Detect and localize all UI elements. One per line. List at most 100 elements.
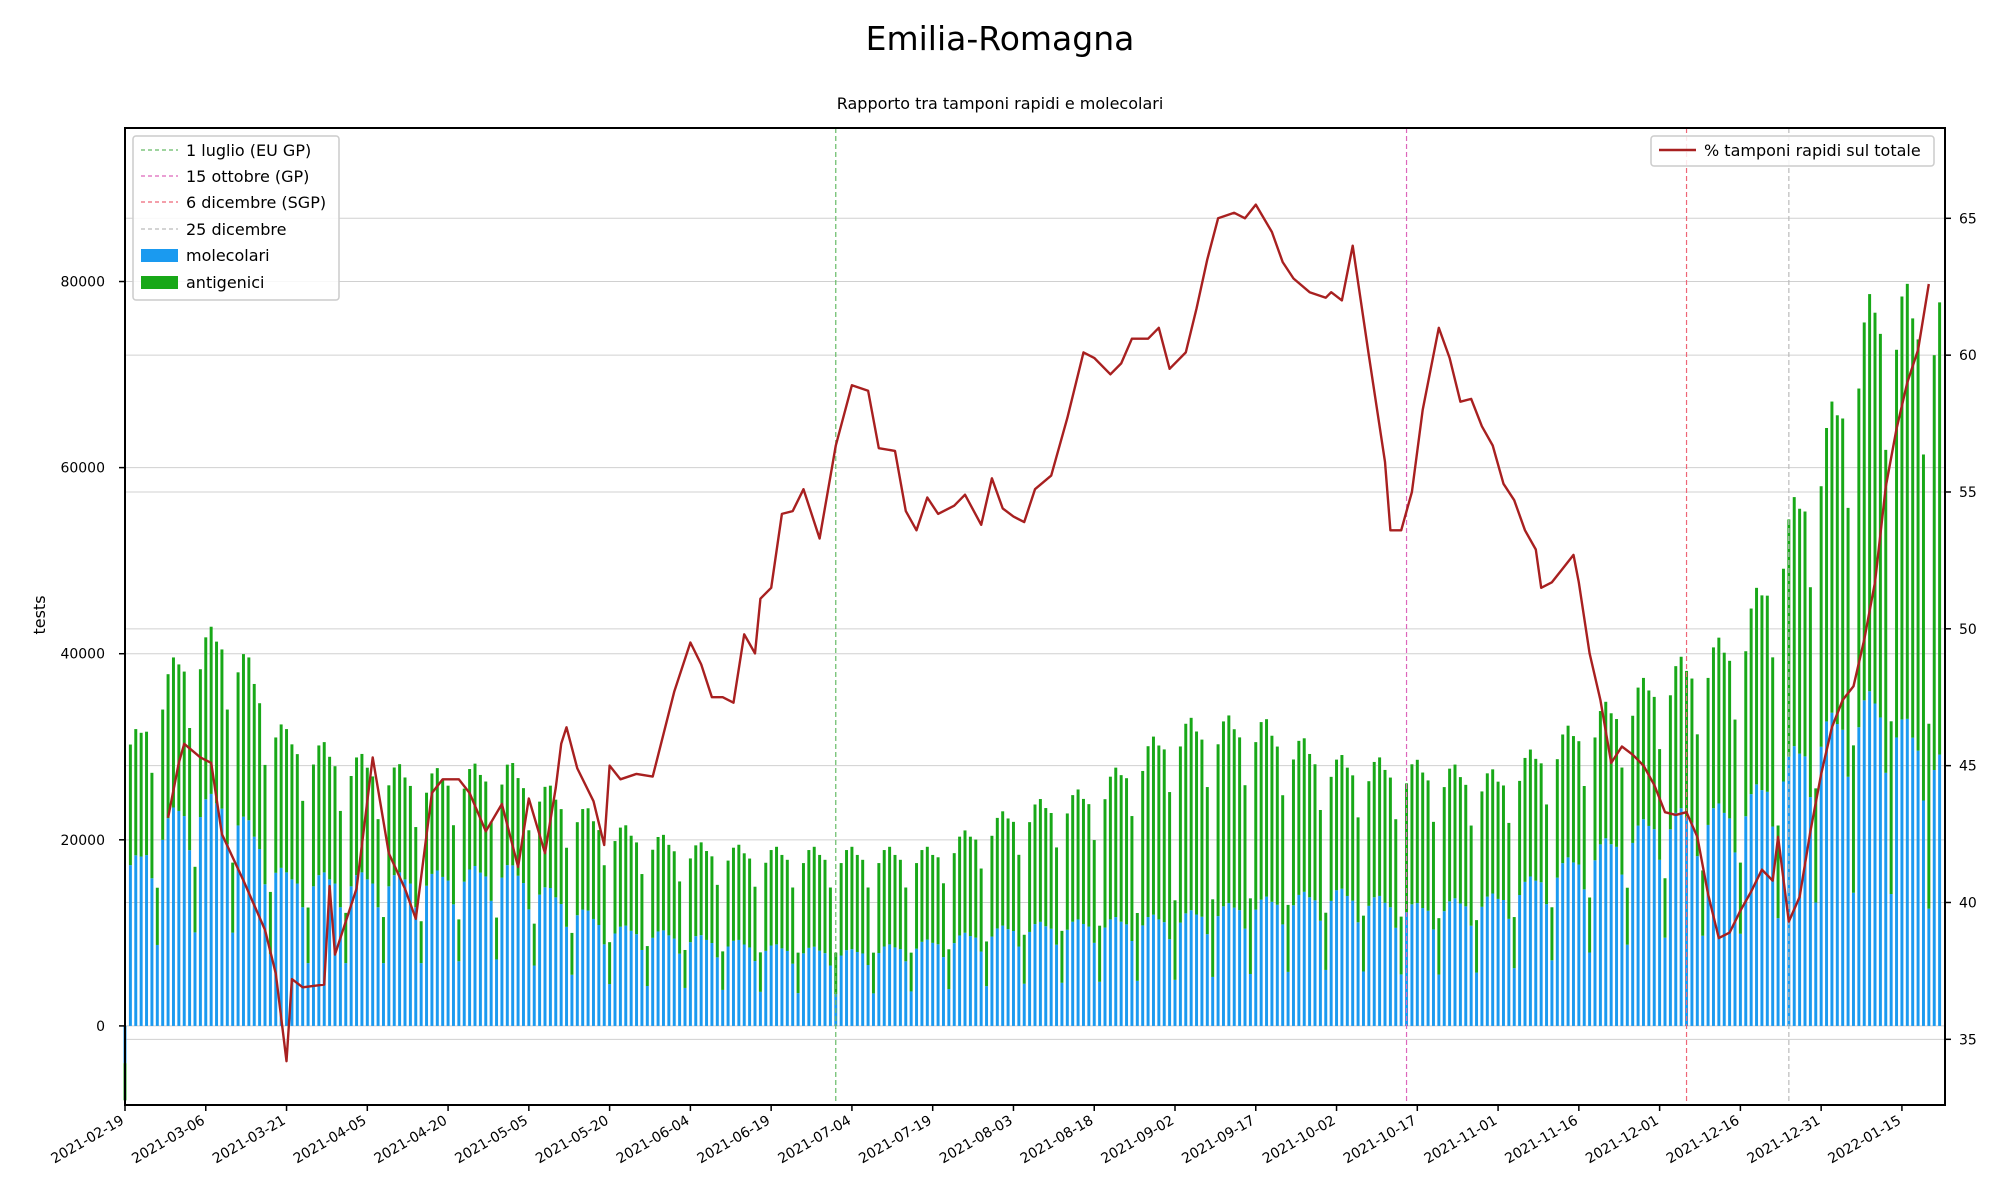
bar-molecolari xyxy=(1426,910,1430,1026)
bar-antigenici xyxy=(586,808,590,911)
bar-antigenici xyxy=(274,737,278,873)
bar-antigenici xyxy=(1044,808,1048,927)
bar-molecolari xyxy=(1216,916,1220,1026)
bar-antigenici xyxy=(317,745,321,876)
bar-molecolari xyxy=(468,869,472,1026)
bar-antigenici xyxy=(1146,746,1150,918)
bar-molecolari xyxy=(1873,703,1877,1026)
bar-molecolari xyxy=(247,820,251,1026)
bar-molecolari xyxy=(538,894,542,1026)
bar-antigenici xyxy=(925,846,929,940)
bar-antigenici xyxy=(979,868,983,952)
bar-antigenici xyxy=(1819,486,1823,747)
bar-molecolari xyxy=(925,939,929,1026)
bar-antigenici xyxy=(1205,787,1209,935)
bar-molecolari xyxy=(1609,844,1613,1026)
bar-antigenici xyxy=(1733,719,1737,853)
bar-molecolari xyxy=(403,879,407,1026)
bar-antigenici xyxy=(985,941,989,987)
bar-molecolari xyxy=(667,935,671,1026)
bar-molecolari xyxy=(1539,882,1543,1026)
x-tick-label: 2021-04-05 xyxy=(291,1113,369,1168)
bar-molecolari xyxy=(1351,900,1355,1026)
bar-molecolari xyxy=(737,939,741,1026)
bar-antigenici xyxy=(527,830,531,910)
bar-molecolari xyxy=(1141,925,1145,1026)
bar-antigenici xyxy=(1641,677,1645,820)
bar-antigenici xyxy=(1184,723,1188,914)
bar-molecolari xyxy=(258,849,262,1026)
bar-antigenici xyxy=(1884,449,1888,773)
bar-molecolari xyxy=(1604,838,1608,1026)
bar-molecolari xyxy=(645,985,649,1026)
bar-molecolari xyxy=(1571,862,1575,1026)
bar-antigenici xyxy=(1561,734,1565,864)
bar-antigenici xyxy=(198,669,202,818)
y-tick-label: 20000 xyxy=(60,833,105,849)
bar-molecolari xyxy=(241,816,245,1026)
bar-antigenici xyxy=(338,810,342,908)
bar-molecolari xyxy=(1507,918,1511,1026)
bar-molecolari xyxy=(1248,973,1252,1026)
bar-antigenici xyxy=(462,788,466,882)
bar-molecolari xyxy=(1394,927,1398,1026)
bar-molecolari xyxy=(1765,791,1769,1026)
bar-antigenici xyxy=(705,851,709,940)
bar-antigenici xyxy=(1932,355,1936,771)
bar-antigenici xyxy=(1755,587,1759,785)
bar-antigenici xyxy=(629,835,633,931)
bar-antigenici xyxy=(791,887,795,964)
bar-molecolari xyxy=(1593,860,1597,1026)
bar-molecolari xyxy=(543,887,547,1026)
bar-antigenici xyxy=(640,874,644,950)
bar-molecolari xyxy=(818,950,822,1026)
bar-antigenici xyxy=(1195,731,1199,915)
bar-molecolari xyxy=(769,945,773,1026)
bar-antigenici xyxy=(1297,740,1301,895)
bar-molecolari xyxy=(1044,926,1048,1026)
bar-molecolari xyxy=(1146,917,1150,1026)
bar-antigenici xyxy=(1125,778,1129,925)
bar-antigenici xyxy=(855,854,859,952)
bar-molecolari xyxy=(279,867,283,1026)
bar-molecolari xyxy=(1932,770,1936,1026)
bar-antigenici xyxy=(1383,769,1387,903)
bar-molecolari xyxy=(1098,981,1102,1026)
bar-molecolari xyxy=(893,947,897,1026)
bar-antigenici xyxy=(1728,660,1732,819)
bar-molecolari xyxy=(344,963,348,1026)
bar-antigenici xyxy=(920,850,924,942)
bar-molecolari xyxy=(1081,923,1085,1026)
event-lines xyxy=(835,128,1790,1105)
bar-antigenici xyxy=(209,626,213,794)
bar-antigenici xyxy=(1625,887,1629,945)
bar-antigenici xyxy=(355,757,359,876)
bar-antigenici xyxy=(1577,741,1581,865)
bar-molecolari xyxy=(898,949,902,1026)
bar-molecolari xyxy=(1238,910,1242,1026)
bar-antigenici xyxy=(554,799,558,898)
bar-molecolari xyxy=(1060,982,1064,1026)
legend-label-gp: 15 ottobre (GP) xyxy=(186,167,309,186)
bar-molecolari xyxy=(1130,941,1134,1026)
bar-antigenici xyxy=(1674,666,1678,813)
bar-antigenici xyxy=(1658,749,1662,860)
bar-molecolari xyxy=(532,965,536,1026)
bar-antigenici xyxy=(204,637,208,800)
bar-antigenici xyxy=(1006,818,1010,930)
bar-antigenici xyxy=(694,845,698,937)
bar-antigenici xyxy=(1701,870,1705,936)
bar-molecolari xyxy=(355,875,359,1026)
bar-molecolari xyxy=(952,943,956,1026)
bar-antigenici xyxy=(608,942,612,985)
bar-molecolari xyxy=(425,885,429,1026)
bar-antigenici xyxy=(1448,768,1452,902)
bar-molecolari xyxy=(215,803,219,1026)
x-tick-label: 2021-12-01 xyxy=(1583,1113,1661,1168)
bar-molecolari xyxy=(1270,901,1274,1026)
bar-antigenici xyxy=(1916,339,1920,751)
bar-antigenici xyxy=(661,834,665,931)
bar-molecolari xyxy=(1744,816,1748,1026)
bar-molecolari xyxy=(365,879,369,1026)
bar-molecolari xyxy=(656,931,660,1026)
